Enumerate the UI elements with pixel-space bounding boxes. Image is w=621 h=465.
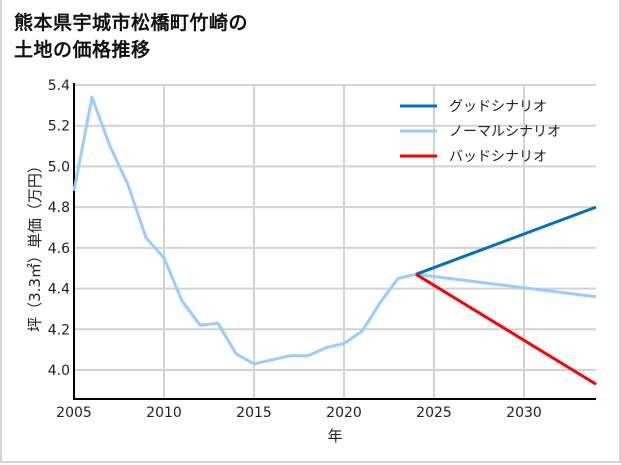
x-tick-label: 2025: [416, 405, 452, 421]
axes: [73, 83, 596, 400]
x-axis-label: 年: [327, 427, 342, 445]
x-tick-label: 2015: [236, 405, 272, 421]
x-tick-label: 2010: [146, 405, 182, 421]
grid-lines: [74, 84, 596, 399]
series-line: [72, 95, 597, 366]
y-tick-label: 5.4: [48, 78, 70, 94]
series-line: [415, 273, 597, 386]
y-tick-label: 4.4: [48, 282, 70, 298]
y-tick-label: 4.0: [48, 363, 70, 379]
series-line: [415, 205, 597, 276]
y-tick-label: 4.8: [48, 200, 70, 216]
x-tick-label: 2020: [326, 405, 362, 421]
chart-title: 熊本県宇城市松橋町竹崎の 土地の価格推移: [14, 10, 248, 64]
y-tick-label: 4.2: [48, 322, 70, 338]
x-tick-label: 2005: [56, 405, 92, 421]
y-axis-label: 坪（3.3㎡）単価（万円）: [26, 158, 44, 332]
x-tick-label: 2030: [506, 405, 542, 421]
chart-title-line2: 土地の価格推移: [14, 39, 151, 61]
y-tick-labels: 4.0 4.2 4.4 4.6 4.8 5.0 5.2 5.4: [48, 78, 70, 379]
legend-label: ノーマルシナリオ: [449, 124, 561, 140]
series-lines: [72, 95, 597, 386]
legend-label: グッドシナリオ: [449, 99, 547, 115]
chart-title-line1: 熊本県宇城市松橋町竹崎の: [14, 12, 249, 34]
legend-label: バッドシナリオ: [449, 149, 547, 165]
y-tick-label: 4.6: [48, 241, 70, 257]
y-tick-label: 5.0: [48, 159, 70, 175]
y-tick-label: 5.2: [48, 119, 70, 135]
x-tick-labels: 2005 2010 2015 2020 2025 2030: [56, 405, 542, 421]
